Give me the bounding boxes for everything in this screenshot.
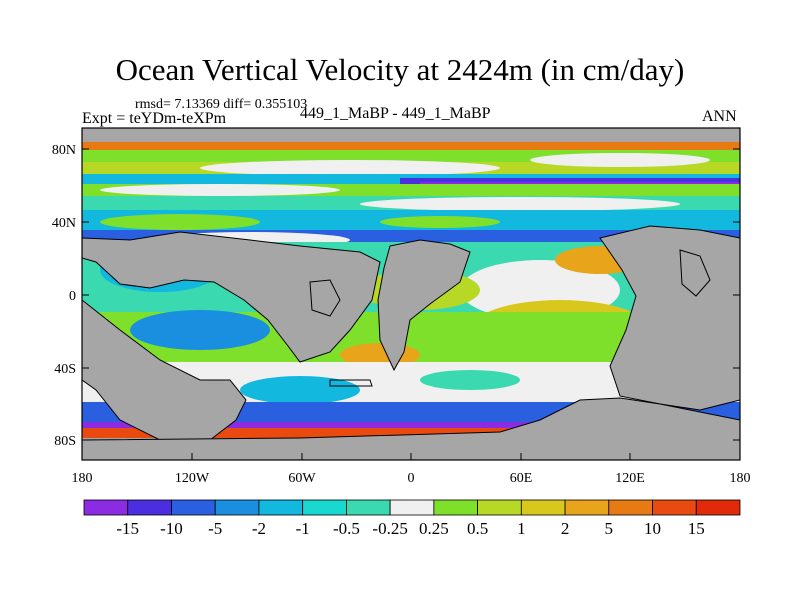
colorbar-label: -5 — [208, 519, 222, 538]
lon-tick-label: 60E — [510, 471, 533, 486]
map-title: Ocean Vertical Velocity at 2424m (in cm/… — [115, 52, 685, 87]
colorbar-swatch — [345, 499, 391, 516]
lon-tick-label: 0 — [408, 471, 415, 486]
colorbar-label: 0.5 — [467, 519, 488, 538]
map-field — [82, 128, 740, 460]
stats-label: rmsd= 7.13369 diff= 0.355103 — [135, 97, 308, 112]
colorbar-swatch — [389, 499, 435, 516]
colorbar-swatch — [564, 499, 610, 516]
colorbar-swatch — [433, 499, 479, 516]
colorbar-swatch — [477, 499, 522, 516]
colorbar-label: -15 — [116, 519, 139, 538]
lat-tick-label: 80S — [54, 434, 76, 449]
lon-tick-label: 180 — [730, 471, 751, 486]
colorbar-swatch — [127, 499, 172, 516]
colorbar-swatch — [302, 499, 347, 516]
colorbar-swatch — [652, 499, 697, 516]
colorbar-swatch — [520, 499, 566, 516]
lon-tick-label: 120E — [615, 471, 645, 486]
colorbar-swatch — [608, 499, 653, 516]
colorbar-label: -0.25 — [372, 519, 407, 538]
colorbar-label: -0.5 — [333, 519, 360, 538]
season-label: ANN — [702, 108, 737, 125]
lon-tick-label: 120W — [175, 471, 210, 486]
colorbar-label: -10 — [160, 519, 183, 538]
colorbar-swatch — [83, 499, 129, 516]
lat-tick-label: 40N — [52, 216, 76, 231]
colorbar-label: 15 — [688, 519, 705, 538]
colorbar-label: 0.25 — [419, 519, 449, 538]
colorbar-swatch — [695, 499, 741, 516]
lat-tick-label: 0 — [69, 289, 76, 304]
colorbar-label: 1 — [517, 519, 526, 538]
colorbar-label: 2 — [561, 519, 570, 538]
colorbar-swatch — [171, 499, 216, 516]
colorbar-label: 10 — [644, 519, 661, 538]
colorbar-swatch — [214, 499, 260, 516]
case-label: 449_1_MaBP - 449_1_MaBP — [300, 105, 491, 122]
lat-tick-label: 40S — [54, 362, 76, 377]
lon-tick-label: 60W — [288, 471, 316, 486]
colorbar-label: -2 — [252, 519, 266, 538]
experiment-label: Expt = teYDm-teXPm — [82, 110, 227, 127]
colorbar: -15 -10 -5 -2 -1 -0.5 -0.25 0.25 0.5 1 2 5 10 15 — [83, 499, 741, 538]
lon-tick-label: 180 — [72, 471, 93, 486]
colorbar-label: -1 — [296, 519, 310, 538]
colorbar-label: 5 — [605, 519, 614, 538]
colorbar-swatch — [258, 499, 304, 516]
land-masses — [82, 225, 740, 460]
lat-tick-label: 80N — [52, 143, 76, 158]
